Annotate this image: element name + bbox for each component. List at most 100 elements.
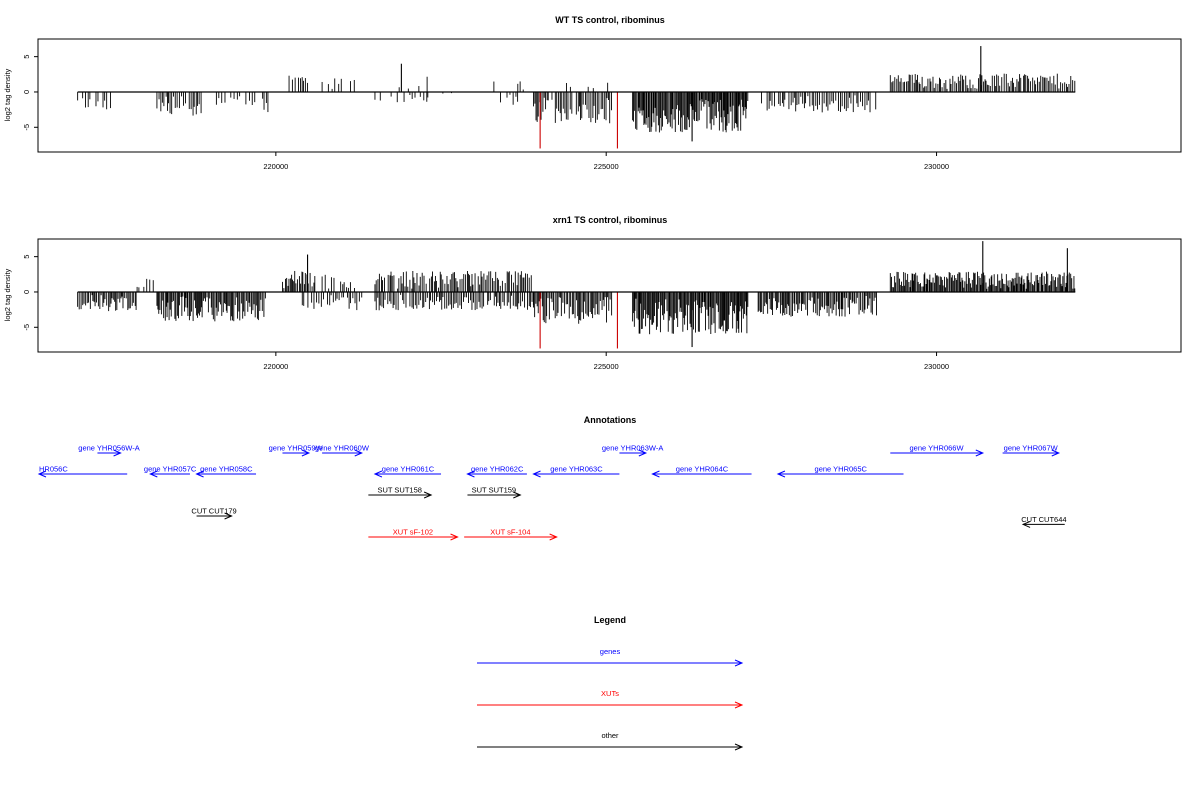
y-axis: 5 0 -5	[22, 55, 38, 131]
feature-xut-sf-102: XUT sF-102	[368, 528, 459, 541]
y-axis-label: log2 tag density	[3, 268, 12, 321]
feature-label: gene YHR058C	[200, 465, 253, 474]
feature-label: gene YHR062C	[471, 465, 524, 474]
other-arrow	[467, 491, 522, 499]
feature-gene-yhr065c: gene YHR065C	[776, 465, 904, 478]
gene-arrow	[37, 470, 128, 478]
feature-gene-yhr060w: gene YHR060W	[315, 444, 370, 457]
gene-arrow	[282, 449, 311, 457]
feature-gene-yhr064c: gene YHR064C	[651, 465, 752, 478]
x-axis: 220000 225000 230000	[263, 152, 949, 171]
legend-arrow	[477, 743, 744, 751]
feature-label: CUT CUT179	[191, 507, 236, 516]
gene-arrow	[776, 470, 904, 478]
feature-label: SUT SUT158	[377, 486, 421, 495]
track-title: xrn1 TS control, ribominus	[553, 215, 668, 225]
y-tick-label: 5	[22, 55, 31, 59]
x-tick-label: 220000	[263, 162, 288, 171]
feature-label: XUT sF-104	[490, 528, 530, 537]
y-tick-label: 0	[22, 290, 31, 294]
feature-cut-cut644: CUT CUT644	[1021, 515, 1067, 528]
gene-arrow	[466, 470, 527, 478]
xut-arrow	[368, 533, 459, 541]
feature-label: XUT sF-102	[393, 528, 433, 537]
x-tick-label: 225000	[594, 162, 619, 171]
feature-gene-yhr057c: gene YHR057C	[144, 465, 197, 478]
legend-item-gene: genes	[477, 647, 744, 667]
y-axis: 5 0 -5	[22, 255, 38, 331]
other-arrow	[196, 512, 233, 520]
y-tick-label: -5	[22, 324, 31, 331]
feature-sut-sut159: SUT SUT159	[467, 486, 522, 499]
legend-arrow	[477, 659, 744, 667]
y-axis-label: log2 tag density	[3, 68, 12, 121]
feature-gene-yhr059w: gene YHR059W	[269, 444, 324, 457]
gene-arrow	[532, 470, 620, 478]
gene-arrow	[651, 470, 752, 478]
feature-label: SUT SUT159	[472, 486, 516, 495]
feature-gene-yhr056c: HR056C	[37, 465, 128, 478]
xut-arrow	[464, 533, 558, 541]
legend-label: XUTs	[601, 689, 619, 698]
annotations-panel: Annotations HR056C gene YHR056W-A gene YHR…	[37, 415, 1067, 541]
feature-label: gene YHR057C	[144, 465, 197, 474]
feature-gene-yhr063w-a: gene YHR063W-A	[602, 444, 663, 457]
x-axis: 220000 225000 230000	[263, 352, 949, 371]
feature-label: gene YHR065C	[815, 465, 868, 474]
signal-bars	[77, 241, 1076, 349]
feature-sut-sut158: SUT SUT158	[368, 486, 433, 499]
y-tick-label: 5	[22, 255, 31, 259]
other-arrow	[1021, 520, 1065, 528]
legend-items: genes XUTs other	[477, 647, 744, 751]
legend: Legend genes XUTs other	[477, 615, 744, 751]
legend-label: other	[601, 731, 619, 740]
feature-label: gene YHR059W	[269, 444, 324, 453]
plot-frame	[37, 38, 1182, 153]
feature-gene-yhr058c: gene YHR058C	[195, 465, 257, 478]
gene-arrow	[373, 470, 442, 478]
wt-signal-track: WT TS control, ribominus log2 tag densit…	[3, 15, 1182, 171]
annotations-title: Annotations	[584, 415, 637, 425]
x-tick-label: 230000	[924, 362, 949, 371]
gene-arrow	[1002, 449, 1061, 457]
gene-arrow	[890, 449, 985, 457]
feature-gene-yhr063c: gene YHR063C	[532, 465, 620, 478]
legend-title: Legend	[594, 615, 626, 625]
feature-gene-yhr061c: gene YHR061C	[373, 465, 442, 478]
feature-label: gene YHR061C	[382, 465, 435, 474]
feature-gene-yhr066w: gene YHR066W	[890, 444, 985, 457]
feature-gene-yhr067w: gene YHR067W	[1002, 444, 1061, 457]
gene-arrow	[195, 470, 257, 478]
feature-label: gene YHR063C	[550, 465, 603, 474]
feature-gene-yhr056w-a: gene YHR056W-A	[78, 444, 140, 457]
plot-frame	[37, 238, 1182, 353]
y-tick-label: 0	[22, 90, 31, 94]
signal-bars	[77, 46, 1076, 149]
feature-label: gene YHR064C	[676, 465, 729, 474]
gene-arrow	[322, 449, 364, 457]
legend-arrow	[477, 701, 744, 709]
feature-label: HR056C	[39, 465, 68, 474]
x-tick-label: 225000	[594, 362, 619, 371]
gene-arrow	[97, 449, 122, 457]
gene-arrow	[149, 470, 190, 478]
feature-label: gene YHR063W-A	[602, 444, 663, 453]
x-tick-label: 220000	[263, 362, 288, 371]
feature-cut-cut179: CUT CUT179	[191, 507, 237, 520]
xrn1-signal-track: xrn1 TS control, ribominus log2 tag dens…	[3, 215, 1182, 371]
legend-item-other: other	[477, 731, 744, 751]
feature-xut-sf-104: XUT sF-104	[464, 528, 558, 541]
feature-label: gene YHR056W-A	[78, 444, 139, 453]
feature-gene-yhr062c: gene YHR062C	[466, 465, 527, 478]
y-tick-label: -5	[22, 124, 31, 131]
feature-label: gene YHR060W	[315, 444, 370, 453]
legend-label: genes	[600, 647, 621, 656]
legend-item-xut: XUTs	[477, 689, 744, 709]
gene-arrow	[619, 449, 648, 457]
x-tick-label: 230000	[924, 162, 949, 171]
other-arrow	[368, 491, 433, 499]
feature-label: gene YHR066W	[910, 444, 965, 453]
feature-label: CUT CUT644	[1021, 515, 1066, 524]
